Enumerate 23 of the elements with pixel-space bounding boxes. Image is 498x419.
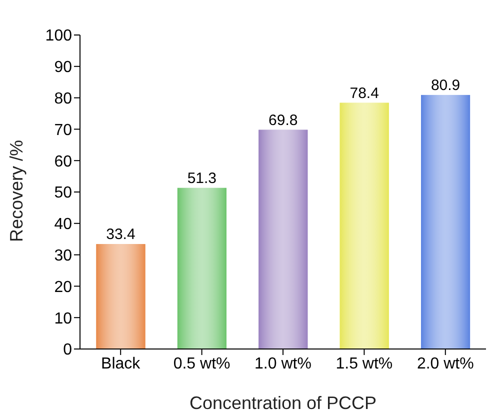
y-tick-label: 80 [54, 90, 72, 108]
y-tick-label: 0 [63, 342, 72, 359]
data-label: 69.8 [268, 112, 298, 129]
x-tick-label: 1.5 wt% [336, 355, 393, 372]
data-label: 78.4 [350, 84, 379, 102]
y-tick-label: 90 [54, 59, 72, 76]
data-label: 33.4 [106, 226, 136, 244]
y-tick-label: 100 [45, 28, 72, 45]
data-label: 80.9 [430, 76, 460, 94]
y-tick-label: 50 [54, 184, 72, 202]
y-axis-title: Recovery /% [6, 140, 26, 242]
x-tick-label: 0.5 wt% [173, 355, 230, 372]
y-tick-label: 40 [54, 216, 72, 234]
x-axis-title: Concentration of PCCP [189, 393, 377, 413]
y-tick-label: 20 [54, 278, 72, 296]
y-tick-label: 30 [54, 247, 72, 264]
x-tick-label: 1.0 wt% [254, 355, 312, 372]
y-tick-label: 10 [54, 310, 72, 328]
y-tick-label: 70 [54, 122, 72, 139]
x-tick-label: Black [101, 355, 142, 372]
x-tick-label: 2.0 wt% [416, 355, 474, 372]
y-tick-label: 60 [54, 153, 72, 170]
data-label: 51.3 [187, 170, 217, 187]
